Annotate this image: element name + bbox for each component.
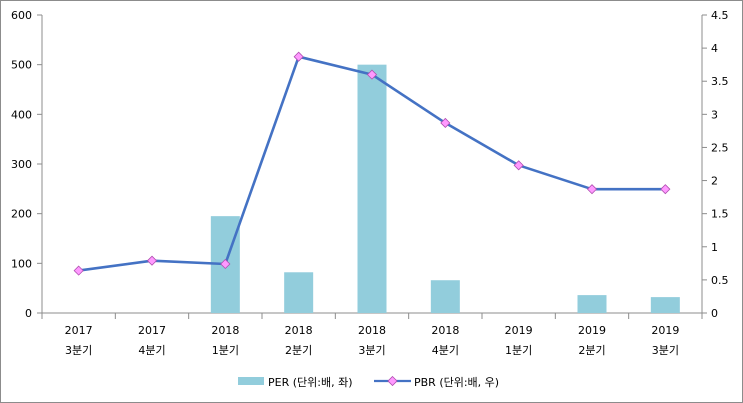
x-tick-label-quarter: 3분기 [358, 344, 385, 357]
x-tick-label-year: 2017 [138, 324, 166, 337]
tick-labels: 0 100 200 300 400 500 600 0 0.5 1 1.5 2 2.5 3 3.5 4 4.5 2… [11, 9, 729, 357]
per-bar [577, 295, 607, 313]
pbr-point [513, 160, 524, 171]
pbr-point [440, 117, 451, 129]
x-tick-label-year: 2018 [431, 324, 459, 337]
pbr-point [73, 265, 84, 276]
right-tick-label: 1.5 [711, 208, 729, 221]
x-tick-label-quarter: 4분기 [432, 344, 459, 357]
pbr-point [220, 258, 231, 270]
legend: PER (단위:배, 좌) PBR (단위:배, 우) [238, 375, 499, 389]
right-tick-label: 3 [711, 108, 718, 121]
x-tick-label-year: 2018 [285, 324, 313, 337]
left-tick-label: 300 [11, 158, 32, 171]
left-tick-label: 400 [11, 108, 32, 121]
x-tick-label-quarter: 3분기 [652, 344, 679, 357]
left-tick-label: 100 [11, 257, 32, 270]
pbr-point [660, 184, 671, 195]
right-tick-label: 2.5 [711, 141, 729, 154]
x-tick-label-year: 2017 [65, 324, 93, 337]
legend-pbr-marker [387, 375, 398, 387]
pbr-point [293, 51, 304, 62]
pbr-point [366, 69, 378, 80]
per-bar [284, 272, 314, 313]
x-tick-label-quarter: 3분기 [65, 344, 92, 357]
x-tick-label-quarter: 2분기 [285, 344, 312, 357]
x-tick-label-year: 2018 [211, 324, 239, 337]
per-bar [650, 297, 680, 313]
x-tick-label-quarter: 4분기 [138, 344, 165, 357]
right-tick-label: 0 [711, 307, 718, 320]
right-tick-label: 4 [711, 42, 718, 55]
per-bars [210, 64, 680, 314]
left-tick-label: 0 [25, 307, 32, 320]
x-tick-label-quarter: 1분기 [212, 344, 239, 357]
x-tick-label-year: 2019 [651, 324, 679, 337]
pbr-point [146, 255, 158, 266]
x-tick-label-year: 2019 [578, 324, 606, 337]
x-tick-label-quarter: 1분기 [505, 344, 532, 357]
x-tick-label-year: 2018 [358, 324, 386, 337]
legend-per-swatch [238, 377, 264, 385]
right-tick-label: 4.5 [711, 9, 729, 22]
right-tick-label: 2 [711, 175, 718, 188]
x-tick-label-year: 2019 [505, 324, 533, 337]
per-bar [430, 280, 460, 313]
right-tick-label: 3.5 [711, 75, 729, 88]
legend-pbr-label: PBR (단위:배, 우) [414, 376, 499, 389]
per-bar [357, 64, 387, 314]
left-tick-label: 500 [11, 59, 32, 72]
legend-per-label: PER (단위:배, 좌) [268, 376, 353, 389]
left-tick-label: 600 [11, 9, 32, 22]
left-tick-label: 200 [11, 208, 32, 221]
pbr-point [586, 184, 598, 195]
x-tick-label-quarter: 2분기 [578, 344, 605, 357]
pbr-line [73, 51, 671, 276]
right-tick-label: 0.5 [711, 274, 729, 287]
right-tick-label: 1 [711, 241, 718, 254]
